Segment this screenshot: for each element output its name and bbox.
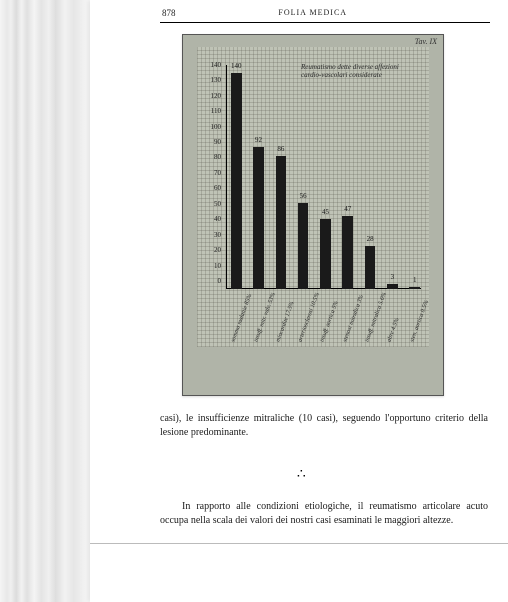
y-tick: 0 xyxy=(201,277,221,285)
bar-value-label: 47 xyxy=(344,205,351,213)
y-tick: 60 xyxy=(201,184,221,192)
y-tick: 20 xyxy=(201,246,221,254)
y-tick: 110 xyxy=(201,107,221,115)
running-title: FOLIA MEDICA xyxy=(278,8,347,17)
y-tick: 50 xyxy=(201,200,221,208)
bar-value-label: 140 xyxy=(231,62,242,70)
bar: 140 xyxy=(231,73,242,289)
chart-frame: Tav. IX Reumatismo dette diverse affezio… xyxy=(182,34,444,396)
bar: 3 xyxy=(387,284,398,289)
y-tick: 40 xyxy=(201,215,221,223)
bar-value-label: 28 xyxy=(367,235,374,243)
x-category-label: insuff. mitralica 5.6% xyxy=(364,292,388,343)
bar: 56 xyxy=(298,203,309,290)
bottom-rule xyxy=(90,543,508,544)
x-category-label: stenosi mitralica 3% xyxy=(342,294,365,343)
header-rule xyxy=(160,22,490,23)
bar-value-label: 92 xyxy=(255,136,262,144)
y-tick: 10 xyxy=(201,262,221,270)
y-tick: 100 xyxy=(201,123,221,131)
body-paragraph-1: casi), le insufficienze mitraliche (10 c… xyxy=(160,412,488,439)
bar: 47 xyxy=(342,216,353,289)
bars-container: 14092865645472831 xyxy=(227,65,421,289)
bar-value-label: 45 xyxy=(322,208,329,216)
x-category-label: sten. aortica 0.5% xyxy=(409,300,430,343)
table-number-label: Tav. IX xyxy=(415,37,437,46)
chart-grid-area: Reumatismo dette diverse affezioni cardi… xyxy=(197,47,429,347)
y-tick: 70 xyxy=(201,169,221,177)
bar: 1 xyxy=(409,287,420,289)
y-tick: 130 xyxy=(201,76,221,84)
bar: 86 xyxy=(276,156,287,289)
bar-value-label: 3 xyxy=(391,273,395,281)
x-category-label: insuff. aortica 5% xyxy=(320,300,340,343)
page-number: 878 xyxy=(162,8,176,18)
y-tick: 30 xyxy=(201,231,221,239)
x-category-label: somma malattie 85% xyxy=(231,293,254,343)
bar: 45 xyxy=(320,219,331,289)
y-tick: 80 xyxy=(201,153,221,161)
x-category-label: arteriosclerosi 10.5% xyxy=(298,292,321,343)
para2-text: In rapporto alle condizioni etiologiche,… xyxy=(160,501,488,526)
bar: 92 xyxy=(253,147,264,289)
bar: 28 xyxy=(365,246,376,289)
bar-value-label: 56 xyxy=(300,192,307,200)
page-surface: 878 FOLIA MEDICA Tav. IX Reumatismo dett… xyxy=(90,0,508,602)
x-category-label: miocardite 17.5% xyxy=(275,301,295,343)
book-page-edges xyxy=(0,0,90,602)
body-paragraph-2: In rapporto alle condizioni etiologiche,… xyxy=(160,500,488,527)
section-separator-dots: ∴ xyxy=(297,466,308,483)
y-tick: 140 xyxy=(201,61,221,69)
x-axis-labels: somma malattie 85%insuff. mitr. valv. 53… xyxy=(227,291,421,343)
y-axis: 0102030405060708090100110120130140 xyxy=(201,65,221,289)
bar-value-label: 1 xyxy=(413,276,417,284)
bar-value-label: 86 xyxy=(277,145,284,153)
x-category-label: insuff. mitr. valv. 53% xyxy=(253,292,276,343)
x-category-label: altre 4.5% xyxy=(387,317,401,343)
y-tick: 120 xyxy=(201,92,221,100)
y-tick: 90 xyxy=(201,138,221,146)
